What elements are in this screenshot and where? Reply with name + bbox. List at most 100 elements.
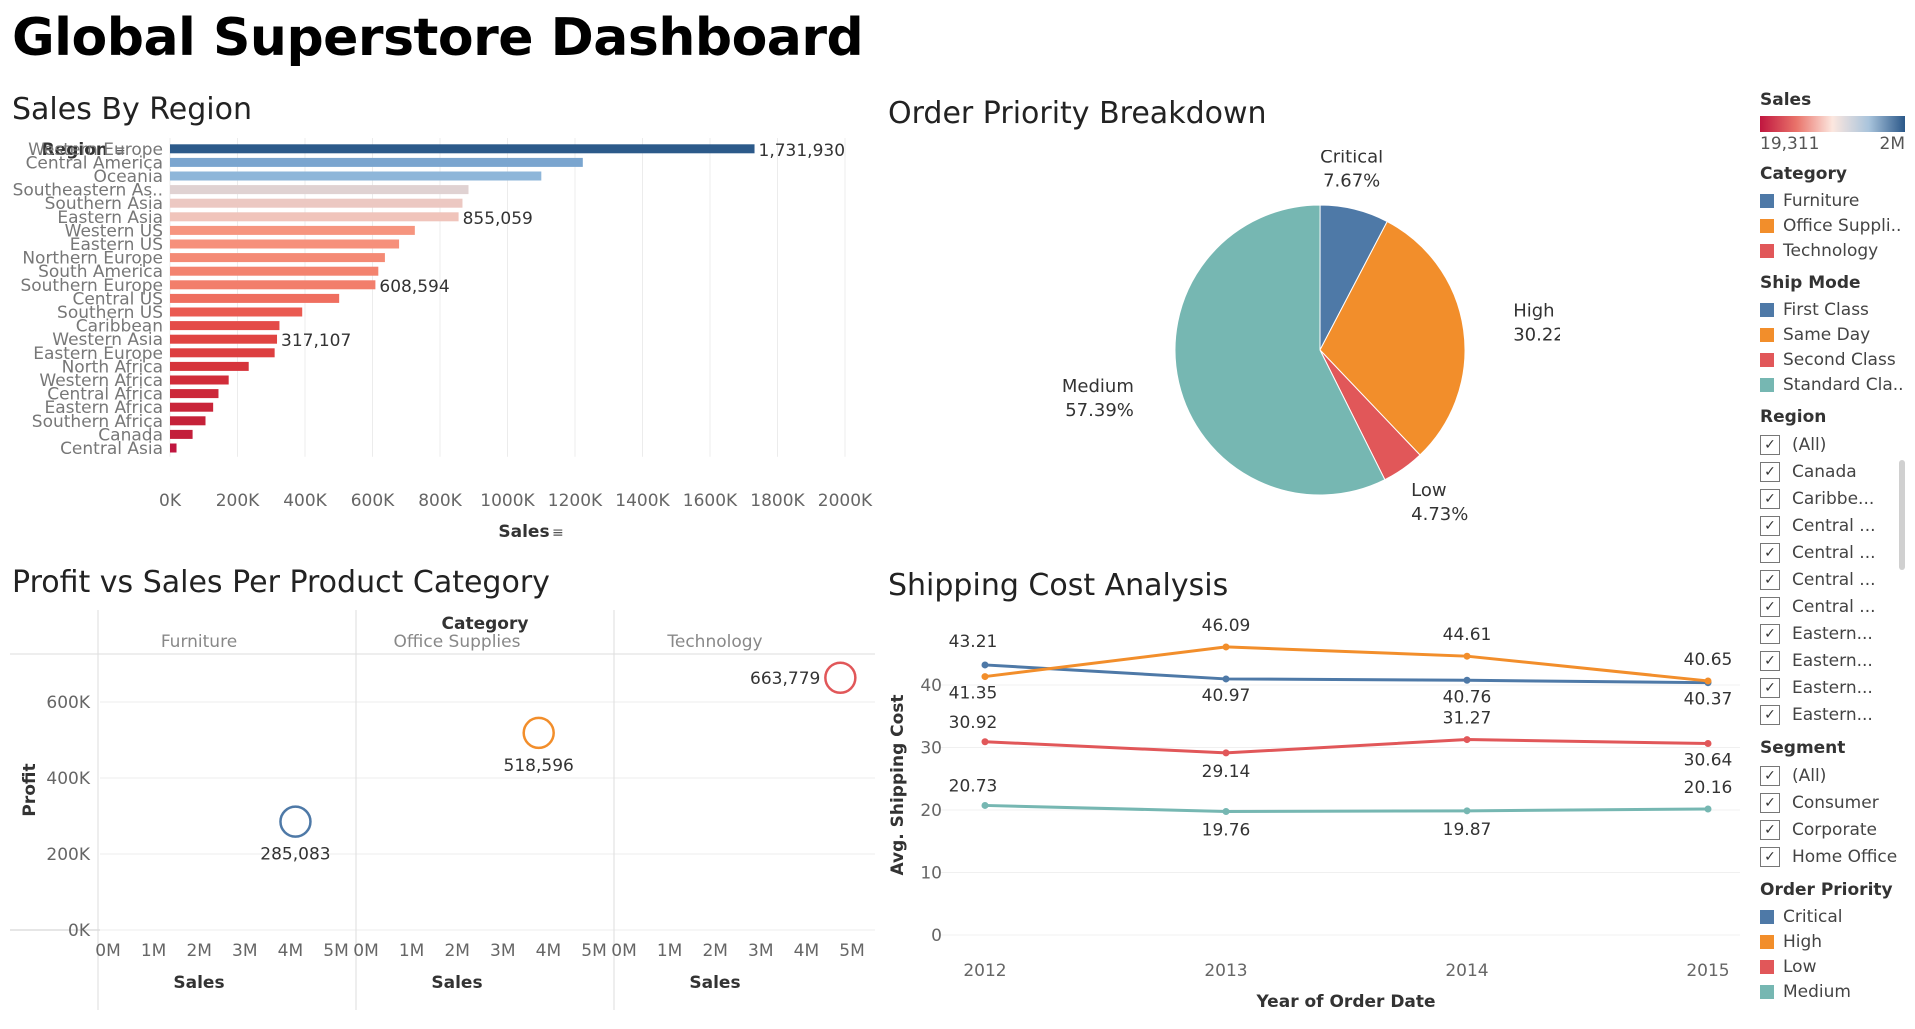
scatter-panel-header: Technology (666, 632, 762, 652)
profit-vs-sales-chart[interactable]: Category 0K 200K 400K 600K Profit Furniture 0M 1… (0, 610, 880, 1010)
checkbox-checked-icon[interactable]: ✓ (1760, 623, 1780, 644)
profit-vs-sales-title: Profit vs Sales Per Product Category (12, 565, 550, 600)
dashboard-title: Global Superstore Dashboard (12, 8, 864, 68)
sales-by-region-title: Sales By Region (12, 92, 252, 127)
order-priority-legend-item[interactable]: High (1760, 929, 1915, 954)
bar-region-label: Southeastern As.. (13, 181, 163, 201)
scatter-x-tick-label: 0M (611, 941, 636, 961)
checkbox-checked-icon[interactable]: ✓ (1760, 765, 1780, 786)
region-filter-item[interactable]: ✓ Eastern... (1760, 674, 1915, 701)
checkbox-checked-icon[interactable]: ✓ (1760, 461, 1780, 482)
line-point (1704, 677, 1712, 685)
checkbox-checked-icon[interactable]: ✓ (1760, 569, 1780, 590)
line-point (981, 673, 989, 681)
scatter-x-tick-label: 1M (141, 941, 166, 961)
bar-x-tick-label: 600K (351, 491, 395, 511)
line-data-label: 40.76 (1443, 687, 1492, 707)
category-legend-item[interactable]: Office Suppli.. (1760, 213, 1915, 238)
line-y-axis-title: Avg. Shipping Cost (888, 694, 908, 875)
legend-sidebar: Sales 19,311 2M Category Furniture Office… (1760, 90, 1915, 1004)
shipping-cost-chart[interactable]: 0 10 20 30 40 Avg. Shipping Cost 2012 2013 2014 2… (880, 615, 1755, 1015)
order-priority-chart[interactable]: Critical 7.67% High 30.22% Low 4.73% Medium 57.… (1040, 150, 1560, 530)
sales-by-region-chart[interactable]: 0K 200K 400K 600K 800K 1000K 1200K 1400K 1600K 18… (0, 130, 880, 550)
legend-label: Critical (1783, 906, 1843, 927)
segment-filter-item[interactable]: ✓ Corporate (1760, 816, 1915, 843)
shipping-cost-title: Shipping Cost Analysis (888, 568, 1229, 603)
order-priority-legend-title: Order Priority (1760, 880, 1893, 900)
pie-label-pct: 30.22% (1513, 325, 1560, 346)
region-filter-item[interactable]: ✓ Caribbe... (1760, 485, 1915, 512)
region-filter-item[interactable]: ✓ Eastern... (1760, 701, 1915, 728)
bar-region-label: Western Europe (28, 140, 163, 160)
checkbox-checked-icon[interactable]: ✓ (1760, 542, 1780, 563)
region-filter-item[interactable]: ✓ Central ... (1760, 593, 1915, 620)
region-filter-item[interactable]: ✓ (All) (1760, 431, 1915, 458)
checkbox-checked-icon[interactable]: ✓ (1760, 792, 1780, 813)
line-series-low (984, 738, 1709, 755)
line-point (1222, 675, 1230, 683)
region-filter-item[interactable]: ✓ Central ... (1760, 512, 1915, 539)
checkbox-checked-icon[interactable]: ✓ (1760, 846, 1780, 867)
region-filter-scrollbar[interactable] (1899, 460, 1905, 570)
region-filter-item[interactable]: ✓ Central ... (1760, 566, 1915, 593)
ship-mode-legend-item[interactable]: First Class (1760, 297, 1915, 322)
region-filter-item[interactable]: ✓ Eastern... (1760, 647, 1915, 674)
line-data-label: 29.14 (1202, 762, 1251, 782)
checkbox-checked-icon[interactable]: ✓ (1760, 677, 1780, 698)
category-legend-item[interactable]: Technology (1760, 238, 1915, 263)
segment-filter-item[interactable]: ✓ (All) (1760, 762, 1915, 789)
order-priority-legend-item[interactable]: Medium (1760, 979, 1915, 1004)
filter-label: Eastern... (1792, 704, 1873, 725)
scatter-data-label: 663,779 (750, 669, 820, 689)
bar-eastern-europe (170, 348, 275, 358)
bar-region-label: Western Asia (52, 330, 163, 350)
category-legend-item[interactable]: Furniture (1760, 188, 1915, 213)
scatter-x-axis-title: Sales (431, 973, 482, 993)
legend-swatch (1760, 243, 1774, 258)
ship-mode-legend-item[interactable]: Second Class (1760, 347, 1915, 372)
scatter-x-tick-label: 0M (353, 941, 378, 961)
pie-slice-medium (1174, 204, 1386, 496)
ship-mode-legend-item[interactable]: Same Day (1760, 322, 1915, 347)
order-priority-legend-item[interactable]: Critical (1760, 904, 1915, 929)
line-y-tick-label: 10 (920, 864, 942, 884)
legend-label: Office Suppli.. (1783, 215, 1902, 236)
checkbox-checked-icon[interactable]: ✓ (1760, 819, 1780, 840)
line-data-label: 31.27 (1443, 709, 1492, 729)
filter-label: Central ... (1792, 515, 1876, 536)
bar-western-us (170, 225, 415, 235)
scatter-y-tick-label: 0K (68, 921, 91, 941)
line-series-critical (984, 663, 1709, 685)
bar-data-label: 608,594 (379, 277, 449, 297)
filter-label: Central ... (1792, 569, 1876, 590)
bar-region-label: Eastern Europe (33, 344, 163, 364)
checkbox-checked-icon[interactable]: ✓ (1760, 515, 1780, 536)
region-filter-item[interactable]: ✓ Canada (1760, 458, 1915, 485)
checkbox-checked-icon[interactable]: ✓ (1760, 488, 1780, 509)
checkbox-checked-icon[interactable]: ✓ (1760, 434, 1780, 455)
filter-label: (All) (1792, 765, 1827, 786)
pie-label-pct: 4.73% (1411, 504, 1468, 525)
checkbox-checked-icon[interactable]: ✓ (1760, 650, 1780, 671)
region-filter-item[interactable]: ✓ Central ... (1760, 539, 1915, 566)
filter-label: Central ... (1792, 542, 1876, 563)
order-priority-legend-item[interactable]: Low (1760, 954, 1915, 979)
checkbox-checked-icon[interactable]: ✓ (1760, 704, 1780, 725)
line-x-axis-title: Year of Order Date (1255, 992, 1435, 1012)
scatter-x-tick-label: 4M (278, 941, 303, 961)
scatter-x-tick-label: 3M (748, 941, 773, 961)
region-filter-item[interactable]: ✓ Eastern... (1760, 620, 1915, 647)
segment-filter-item[interactable]: ✓ Consumer (1760, 789, 1915, 816)
scatter-data-label: 285,083 (260, 845, 330, 865)
bar-southern-asia (170, 198, 463, 208)
checkbox-checked-icon[interactable]: ✓ (1760, 596, 1780, 617)
filter-label: Consumer (1792, 792, 1879, 813)
bar-region-label: Central America (26, 153, 163, 173)
ship-mode-legend-item[interactable]: Standard Cla.. (1760, 372, 1915, 397)
segment-filter-item[interactable]: ✓ Home Office (1760, 843, 1915, 870)
bar-region-label: Western US (65, 221, 163, 241)
scatter-panel-header: Furniture (161, 632, 237, 652)
line-data-label: 40.37 (1684, 690, 1733, 710)
bar-data-label: 317,107 (281, 331, 351, 351)
pie-label-pct: 7.67% (1323, 170, 1380, 191)
